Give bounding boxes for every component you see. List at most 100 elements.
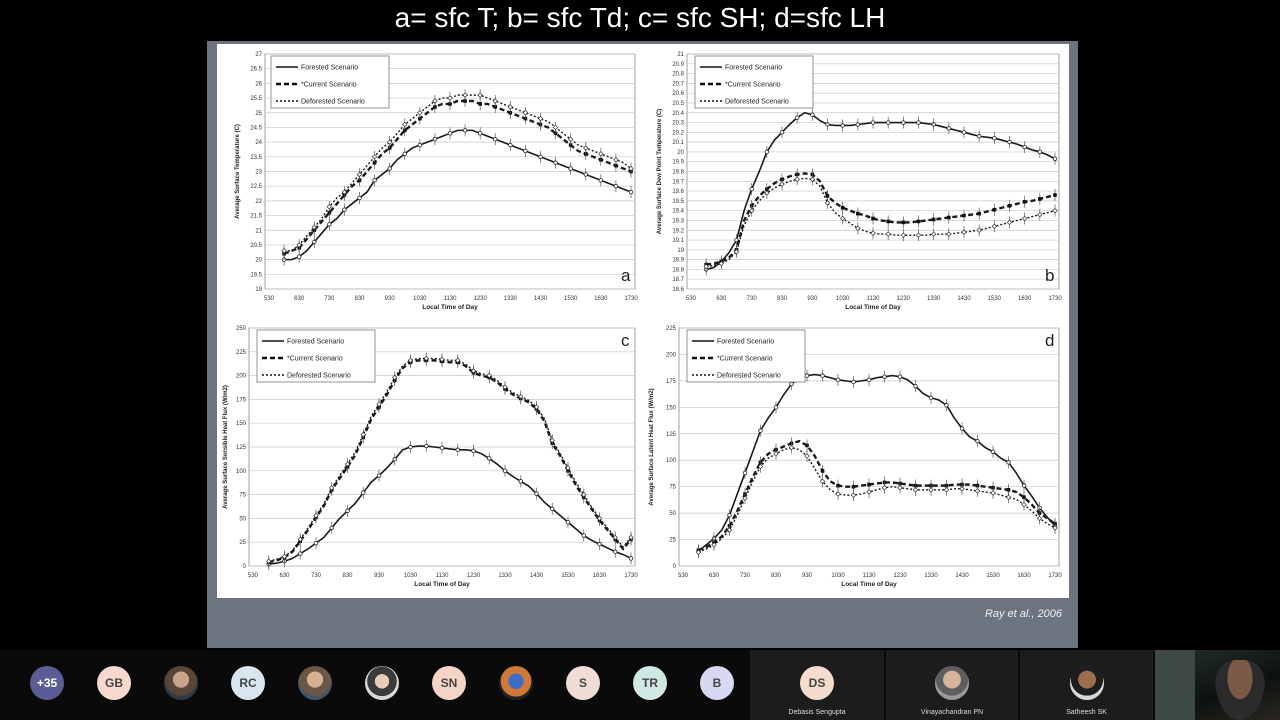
data-point (341, 189, 348, 195)
data-point (326, 204, 333, 210)
series-line (268, 359, 632, 564)
y-axis-label: Average Surface Latent Heat Flux (W/m2) (649, 388, 655, 505)
participant-avatar-photo[interactable] (298, 666, 332, 700)
data-point (342, 207, 347, 212)
series-line (268, 445, 632, 565)
participant-tile[interactable]: DS Debasis Sengupta (750, 650, 884, 720)
data-point (492, 98, 498, 104)
slide-citation: Ray et al., 2006 (984, 608, 1062, 620)
data-point (855, 122, 861, 127)
x-tick-label: 1730 (624, 296, 638, 302)
y-tick-label: 19.8 (672, 170, 684, 176)
legend-label: Forested Scenario (717, 339, 774, 346)
data-point (961, 130, 967, 135)
x-tick-label: 1630 (1017, 573, 1031, 579)
data-point (991, 223, 998, 230)
data-point (1036, 515, 1043, 522)
y-axis-label: Average Surface Sensible Heat Flux (W/m2… (223, 385, 229, 509)
data-point (408, 444, 413, 450)
data-point (711, 542, 717, 548)
speaker-video[interactable] (1155, 650, 1280, 720)
participant-name: Debasis Sengupta (788, 709, 846, 716)
data-point (462, 128, 468, 133)
x-tick-label: 1530 (561, 573, 575, 579)
participant-avatar-photo[interactable] (499, 666, 533, 700)
data-point (613, 157, 619, 163)
legend-label: Deforested Scenario (725, 99, 789, 106)
x-tick-label: 1030 (831, 573, 845, 579)
data-point (851, 484, 856, 489)
y-tick-label: 25 (239, 540, 246, 546)
data-point (357, 195, 362, 201)
x-tick-label: 630 (279, 573, 290, 579)
series-line (284, 129, 632, 261)
y-tick-label: 20.7 (672, 81, 684, 87)
y-tick-label: 225 (666, 326, 677, 332)
participant-avatar-b[interactable]: B (700, 666, 734, 700)
data-point (487, 456, 492, 461)
data-point (794, 176, 800, 183)
data-point (296, 242, 302, 248)
participant-avatar-rc[interactable]: RC (231, 666, 265, 700)
legend-label: Forested Scenario (301, 65, 358, 72)
data-point (432, 136, 438, 142)
y-tick-label: 20.4 (672, 111, 684, 117)
data-point (1021, 483, 1027, 488)
y-tick-label: 19.6 (672, 189, 684, 195)
y-tick-label: 20.8 (672, 72, 684, 78)
data-point (885, 231, 891, 237)
participant-tile[interactable]: Vinayachandran PN (886, 650, 1018, 720)
participant-avatar-sn[interactable]: SN (432, 666, 466, 700)
series-line (706, 172, 1056, 266)
y-tick-label: 175 (666, 379, 677, 385)
data-point (870, 230, 876, 236)
participant-avatar-gb[interactable]: GB (97, 666, 131, 700)
data-point (897, 485, 903, 491)
data-point (804, 453, 810, 459)
y-tick-label: 19 (255, 287, 262, 293)
data-point (372, 178, 377, 183)
participant-avatar-tr[interactable]: TR (633, 666, 667, 700)
x-tick-label: 1030 (413, 296, 427, 302)
y-tick-label: 24.5 (250, 125, 262, 131)
data-point (345, 508, 350, 513)
x-tick-label: 830 (777, 296, 788, 302)
data-point (1052, 525, 1058, 531)
x-axis-label: Local Time of Day (845, 304, 901, 311)
data-point (928, 395, 934, 401)
data-point (820, 469, 825, 473)
participant-avatar-photo[interactable] (164, 666, 198, 700)
panel-label: d (1045, 331, 1054, 350)
chart-panel-c: 0 25 50 75 100 125 150 175 200 225 250 530 630 730 830… (223, 326, 638, 588)
data-point (371, 154, 378, 160)
data-point (538, 154, 543, 160)
x-tick-label: 730 (311, 573, 322, 579)
participant-avatar-s[interactable]: S (566, 666, 600, 700)
legend-box (256, 329, 376, 383)
x-tick-label: 830 (771, 573, 782, 579)
data-point (820, 373, 825, 378)
participant-avatar-photo[interactable] (365, 666, 399, 700)
more-participants-button[interactable]: +35 (30, 666, 64, 700)
data-point (773, 451, 779, 457)
data-point (1052, 207, 1058, 214)
x-tick-label: 730 (740, 573, 751, 579)
y-tick-label: 25.5 (250, 96, 262, 102)
x-tick-label: 930 (374, 573, 385, 579)
x-tick-label: 1230 (473, 296, 487, 302)
y-tick-label: 19.5 (672, 199, 684, 205)
legend-label: *Current Scenario (287, 356, 343, 363)
x-tick-label: 530 (264, 296, 275, 302)
data-point (581, 491, 587, 498)
data-point (392, 374, 398, 381)
series-line (283, 99, 632, 255)
x-tick-label: 630 (709, 573, 720, 579)
data-point (402, 121, 408, 128)
data-point (565, 520, 571, 525)
data-point (703, 263, 709, 270)
data-point (825, 194, 830, 198)
data-point (402, 151, 407, 157)
x-tick-label: 930 (807, 296, 818, 302)
participant-tile[interactable]: Satheesh SK (1020, 650, 1153, 720)
data-point (613, 549, 618, 554)
